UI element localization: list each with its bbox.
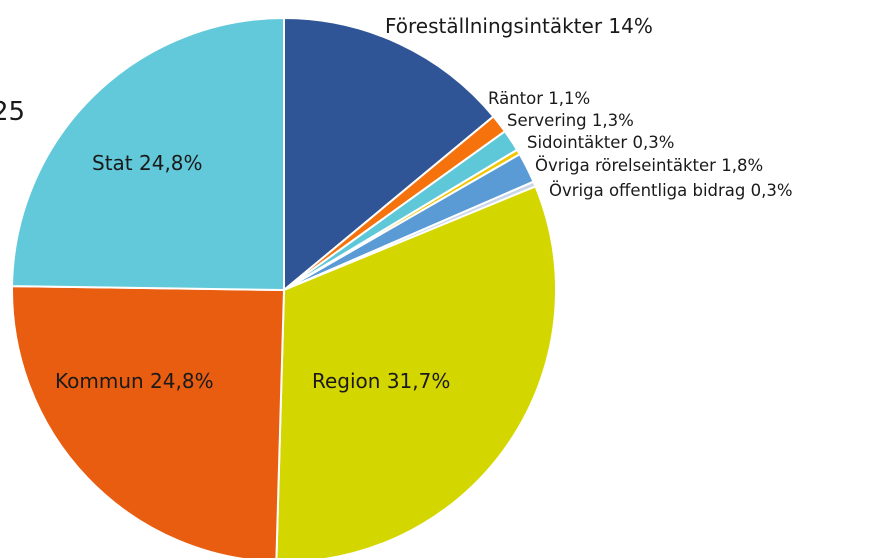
slice-value-label: 14%: [608, 14, 652, 38]
slice-name: Servering: [507, 111, 587, 130]
slice-name: Föreställningsintäkter: [385, 14, 603, 38]
slice-label: Region 31,7%: [312, 369, 450, 393]
slice-name: Räntor: [488, 89, 543, 108]
slice-label: Föreställningsintäkter 14%: [385, 14, 653, 38]
slice-name: Övriga offentliga bidrag: [549, 181, 745, 200]
slice-name: Sidointäkter: [527, 133, 627, 152]
slice-label: Övriga rörelseintäkter 1,8%: [535, 156, 763, 175]
slice-name: Stat: [92, 151, 133, 175]
slice-label: Stat 24,8%: [92, 151, 203, 175]
pie-slice: [11, 285, 286, 558]
pie-slice: [275, 185, 557, 558]
slice-value-label: 0,3%: [632, 133, 674, 152]
slice-value-label: 0,3%: [751, 181, 793, 200]
slice-value-label: 24,8%: [150, 369, 214, 393]
slice-name: Övriga rörelseintäkter: [535, 156, 716, 175]
pie-slice: [283, 16, 495, 293]
slice-value-label: 31,7%: [387, 369, 451, 393]
slice-value-label: 1,3%: [592, 111, 634, 130]
slice-name: Kommun: [55, 369, 144, 393]
slice-label: Servering 1,3%: [507, 111, 634, 130]
slice-value-label: 1,8%: [721, 156, 763, 175]
slice-label: Räntor 1,1%: [488, 89, 590, 108]
slice-name: Region: [312, 369, 380, 393]
slice-label: Sidointäkter 0,3%: [527, 133, 674, 152]
slice-label: Övriga offentliga bidrag 0,3%: [549, 181, 793, 200]
slice-value-label: 1,1%: [548, 89, 590, 108]
slice-label: Kommun 24,8%: [55, 369, 214, 393]
chart-title: 25: [0, 97, 25, 127]
slice-value-label: 24,8%: [139, 151, 203, 175]
pie-slice: [11, 16, 285, 292]
